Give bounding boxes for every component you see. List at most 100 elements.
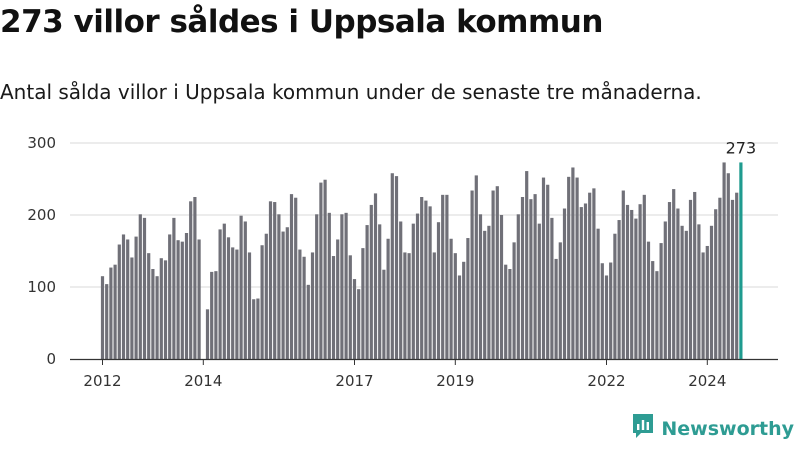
bar bbox=[508, 269, 512, 359]
y-axis-ticks: 0 100 200 300 bbox=[27, 134, 56, 368]
bar bbox=[411, 223, 415, 359]
bar bbox=[147, 253, 151, 359]
bar bbox=[105, 284, 109, 359]
bar bbox=[424, 200, 428, 359]
bar bbox=[310, 252, 315, 359]
bar bbox=[386, 238, 390, 359]
bar bbox=[537, 223, 541, 359]
bar bbox=[680, 225, 684, 359]
bar bbox=[718, 197, 722, 359]
bar bbox=[168, 234, 172, 359]
bar bbox=[735, 192, 739, 359]
bar bbox=[634, 218, 638, 359]
bar bbox=[138, 214, 142, 359]
bar bbox=[701, 252, 705, 359]
x-tick-label: 2017 bbox=[335, 372, 373, 390]
bar-chart-logo-icon bbox=[631, 413, 655, 444]
bar bbox=[462, 261, 466, 359]
bar bbox=[268, 201, 273, 359]
bar bbox=[327, 212, 331, 359]
bar bbox=[407, 253, 411, 359]
bar bbox=[491, 190, 495, 359]
bar bbox=[688, 199, 693, 359]
bar bbox=[428, 206, 432, 359]
bar bbox=[667, 202, 672, 359]
bar bbox=[281, 231, 285, 359]
bar bbox=[730, 199, 735, 359]
bar bbox=[646, 241, 651, 359]
bar bbox=[319, 182, 323, 359]
bar bbox=[344, 212, 348, 359]
bar bbox=[567, 176, 571, 359]
bar bbox=[705, 245, 709, 359]
bar bbox=[348, 255, 352, 359]
bar bbox=[113, 264, 117, 359]
bar bbox=[176, 240, 180, 359]
y-tick-label: 300 bbox=[27, 134, 56, 152]
bar bbox=[546, 184, 550, 359]
bar bbox=[193, 197, 197, 359]
bar bbox=[189, 201, 193, 359]
bar bbox=[331, 256, 336, 359]
bar bbox=[197, 239, 201, 359]
bar bbox=[588, 192, 592, 359]
bar bbox=[697, 224, 701, 359]
bar bbox=[415, 213, 420, 359]
bar bbox=[625, 204, 630, 359]
bar bbox=[478, 214, 483, 359]
bar bbox=[260, 245, 264, 359]
bar bbox=[449, 238, 453, 359]
bar bbox=[210, 271, 214, 359]
bar bbox=[172, 217, 176, 359]
highlight-value-label: 273 bbox=[726, 138, 757, 157]
bar bbox=[600, 263, 604, 359]
bar bbox=[365, 225, 369, 359]
bar bbox=[520, 197, 525, 359]
bar bbox=[361, 248, 365, 359]
bar bbox=[256, 298, 260, 359]
bar bbox=[340, 214, 344, 359]
bar bbox=[184, 233, 189, 359]
bar bbox=[294, 197, 298, 359]
bar bbox=[117, 244, 121, 359]
bar bbox=[403, 252, 407, 359]
bar bbox=[562, 208, 567, 359]
bar bbox=[453, 253, 457, 359]
bar bbox=[709, 225, 714, 359]
bar bbox=[655, 271, 659, 359]
bar bbox=[155, 276, 159, 359]
bar bbox=[533, 194, 537, 359]
bar bbox=[512, 242, 516, 359]
bar bbox=[235, 249, 239, 359]
chart-title: 273 villor såldes i Uppsala kommun bbox=[0, 4, 603, 40]
bar bbox=[676, 208, 680, 359]
newsworthy-logo: Newsworthy bbox=[631, 413, 794, 444]
bar bbox=[352, 279, 357, 359]
brand-name: Newsworthy bbox=[661, 417, 794, 440]
bar bbox=[714, 209, 718, 359]
bar bbox=[579, 207, 583, 359]
bar bbox=[630, 209, 634, 359]
bar bbox=[499, 215, 504, 359]
bar bbox=[378, 224, 382, 359]
bar bbox=[693, 191, 697, 359]
bar bbox=[583, 203, 588, 359]
bar bbox=[323, 179, 327, 359]
bar bbox=[722, 162, 726, 359]
highlight-annotation: 273 bbox=[726, 138, 757, 157]
bar bbox=[180, 241, 184, 359]
bar bbox=[222, 223, 226, 359]
bar bbox=[420, 197, 424, 359]
bar bbox=[596, 228, 600, 359]
x-tick-label: 2022 bbox=[587, 372, 625, 390]
bars bbox=[100, 162, 743, 359]
bar bbox=[529, 199, 533, 359]
bar bbox=[109, 267, 113, 359]
bar bbox=[298, 249, 302, 359]
bar bbox=[382, 269, 386, 359]
bar bbox=[659, 243, 663, 359]
bar bbox=[247, 252, 252, 359]
bar bbox=[684, 230, 688, 359]
bar bbox=[357, 289, 361, 359]
bar bbox=[432, 252, 436, 359]
